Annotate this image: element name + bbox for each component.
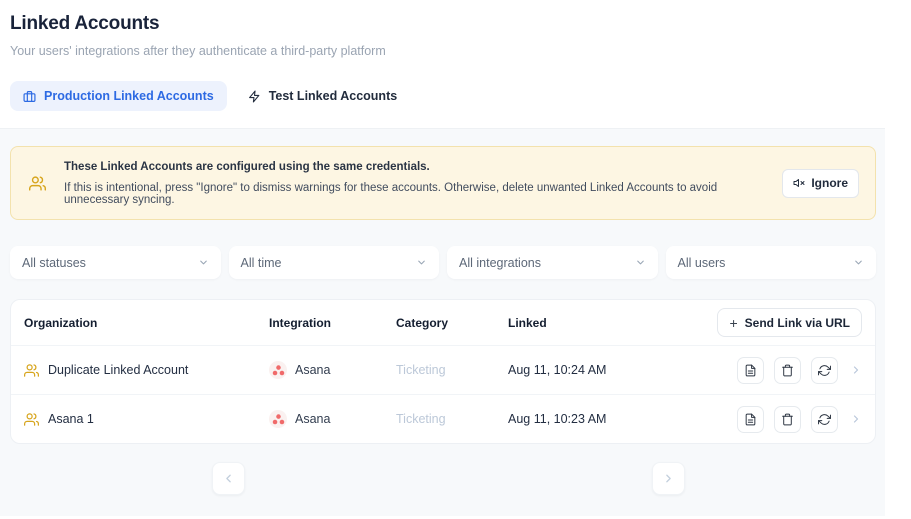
column-header-category: Category: [396, 315, 449, 330]
duplicate-users-icon: [24, 412, 39, 427]
pagination-next-button[interactable]: [652, 462, 685, 495]
column-header-integration: Integration: [269, 315, 331, 330]
integration-filter-dropdown[interactable]: All integrations: [447, 246, 658, 279]
tab-test-linked-accounts[interactable]: Test Linked Accounts: [235, 81, 411, 111]
linked-timestamp: Aug 11, 10:23 AM: [508, 412, 607, 426]
trash-icon: [781, 413, 794, 426]
send-link-via-url-button[interactable]: + Send Link via URL: [717, 308, 862, 337]
tab-label: Production Linked Accounts: [44, 89, 214, 103]
chevron-down-icon: [198, 257, 209, 268]
organization-name: Asana 1: [48, 412, 94, 426]
chevron-left-icon: [222, 472, 235, 485]
duplicate-users-icon: [29, 175, 46, 192]
chevron-right-icon: [662, 472, 675, 485]
linked-accounts-table: Organization Integration Category Linked…: [10, 299, 876, 444]
page-header: Linked Accounts Your users' integrations…: [0, 0, 911, 111]
chevron-down-icon: [853, 257, 864, 268]
status-filter-dropdown[interactable]: All statuses: [10, 246, 221, 279]
pagination: [10, 444, 876, 514]
content-section: These Linked Accounts are configured usi…: [0, 128, 885, 516]
table-row[interactable]: Duplicate Linked Account Asana Ticketing…: [11, 345, 875, 394]
lightning-icon: [248, 90, 261, 103]
tab-bar: Production Linked Accounts Test Linked A…: [10, 81, 911, 111]
linked-timestamp: Aug 11, 10:24 AM: [508, 363, 607, 377]
duplicate-users-icon: [24, 363, 39, 378]
briefcase-icon: [23, 90, 36, 103]
delete-button[interactable]: [774, 405, 801, 433]
send-link-label: Send Link via URL: [744, 315, 850, 330]
time-filter-dropdown[interactable]: All time: [228, 246, 439, 279]
filter-value: All statuses: [22, 255, 86, 270]
asana-logo: [269, 410, 287, 428]
mute-icon: [793, 177, 805, 189]
resync-icon: [818, 413, 831, 426]
chevron-right-icon[interactable]: [850, 413, 862, 425]
file-text-icon: [744, 413, 757, 426]
ignore-button[interactable]: Ignore: [782, 168, 859, 198]
chevron-right-icon[interactable]: [850, 364, 862, 376]
filter-bar: All statuses All time All integrations A…: [10, 246, 876, 279]
asana-logo: [269, 361, 287, 379]
banner-title: These Linked Accounts are configured usi…: [64, 160, 430, 173]
trash-icon: [781, 364, 794, 377]
banner-body: If this is intentional, press "Ignore" t…: [64, 181, 718, 206]
table-row[interactable]: Asana 1 Asana Ticketing Aug 11, 10:23 AM: [11, 394, 875, 443]
filter-value: All integrations: [459, 255, 541, 270]
file-text-icon: [744, 364, 757, 377]
tab-production-linked-accounts[interactable]: Production Linked Accounts: [10, 81, 227, 111]
ignore-label: Ignore: [811, 176, 848, 190]
banner-text: These Linked Accounts are configured usi…: [64, 161, 764, 206]
organization-name: Duplicate Linked Account: [48, 363, 189, 377]
category-value: Ticketing: [396, 412, 446, 426]
resync-icon: [818, 364, 831, 377]
view-logs-button[interactable]: [737, 356, 764, 384]
user-filter-dropdown[interactable]: All users: [665, 246, 876, 279]
category-value: Ticketing: [396, 363, 446, 377]
integration-name: Asana: [295, 412, 331, 426]
page-subtitle: Your users' integrations after they auth…: [10, 44, 386, 58]
page-title: Linked Accounts: [10, 13, 160, 34]
pagination-prev-button[interactable]: [212, 462, 245, 495]
tab-label: Test Linked Accounts: [268, 89, 398, 103]
resync-button[interactable]: [811, 405, 838, 433]
chevron-down-icon: [416, 257, 427, 268]
table-header-row: Organization Integration Category Linked…: [11, 300, 875, 345]
column-header-linked: Linked: [508, 315, 547, 330]
filter-value: All users: [677, 255, 726, 270]
integration-name: Asana: [295, 363, 331, 377]
duplicate-credentials-banner: These Linked Accounts are configured usi…: [10, 146, 876, 220]
column-header-organization: Organization: [24, 315, 98, 330]
chevron-down-icon: [635, 257, 646, 268]
resync-button[interactable]: [811, 356, 838, 384]
delete-button[interactable]: [774, 356, 801, 384]
view-logs-button[interactable]: [737, 405, 764, 433]
filter-value: All time: [240, 255, 282, 270]
plus-icon: +: [729, 314, 738, 331]
